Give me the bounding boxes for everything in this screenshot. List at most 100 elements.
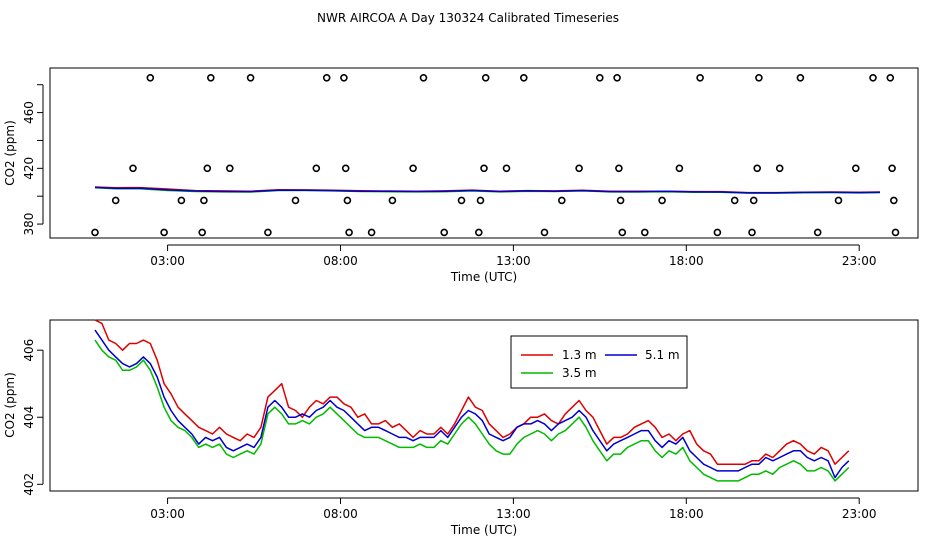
flask-sample-marker (177, 196, 186, 205)
flask-sample-marker (540, 228, 549, 237)
top-x-axis-label: Time (UTC) (450, 270, 517, 284)
flask-sample-marker (775, 164, 784, 173)
top-y-axis-label: CO2 (ppm) (3, 120, 17, 186)
legend: 1.3 m 5.1 m 3.5 m (510, 335, 688, 389)
top-y-tick-label: 420 (22, 157, 36, 180)
legend-label-3-5m: 3.5 m (562, 366, 597, 380)
top-panel: 03:00 08:00 13:00 18:00 23:00 380 420 460 Time… (3, 67, 919, 284)
flask-sample-marker (713, 228, 722, 237)
bottom-x-tick-label: 13:00 (496, 507, 531, 521)
top-x-tick-label: 18:00 (669, 254, 704, 268)
bottom-panel: 03:00 08:00 13:00 18:00 23:00 402 404 406 Time… (3, 319, 919, 537)
top-marker-group (91, 74, 900, 237)
bottom-x-tick-label: 18:00 (669, 507, 704, 521)
bottom-x-axis-label: Time (UTC) (450, 523, 517, 537)
bottom-y-tick-label: 404 (22, 406, 36, 429)
top-x-tick-label: 03:00 (150, 254, 185, 268)
flask-sample-marker (207, 74, 215, 82)
flask-sample-marker (696, 74, 704, 82)
top-y-axis: 380 420 460 (22, 84, 44, 236)
top-x-axis: 03:00 08:00 13:00 18:00 23:00 (150, 244, 877, 268)
bottom-x-tick-label: 23:00 (842, 507, 877, 521)
flask-sample-marker (264, 228, 272, 237)
top-series-group (94, 186, 881, 194)
flask-sample-marker (476, 196, 485, 205)
flask-sample-marker (146, 74, 155, 82)
flask-sample-marker (796, 74, 805, 82)
top-series-line-5-1-m (94, 186, 881, 194)
flask-sample-marker (388, 196, 397, 205)
top-x-tick-label: 13:00 (496, 254, 531, 268)
flask-sample-marker (888, 164, 896, 173)
flask-sample-marker (557, 196, 566, 205)
flask-sample-marker (886, 74, 895, 82)
flask-sample-marker (203, 164, 212, 173)
bottom-x-tick-label: 08:00 (323, 507, 358, 521)
flask-sample-marker (419, 74, 428, 82)
flask-sample-marker (481, 74, 490, 82)
bottom-series-line-5-1-m (94, 329, 850, 479)
flask-sample-marker (851, 164, 860, 173)
top-y-tick-label: 380 (22, 213, 36, 236)
flask-sample-marker (322, 74, 331, 82)
flask-sample-marker (160, 228, 168, 237)
flask-sample-marker (753, 164, 762, 173)
flask-sample-marker (658, 196, 666, 205)
flask-sample-marker (226, 164, 234, 173)
flask-sample-marker (246, 74, 255, 82)
bottom-series-line-3-5-m (94, 339, 850, 482)
flask-sample-marker (200, 196, 208, 205)
flask-sample-marker (343, 196, 352, 205)
flask-sample-marker (613, 74, 621, 82)
flask-sample-marker (129, 164, 137, 173)
flask-sample-marker (291, 196, 300, 205)
flask-sample-marker (340, 74, 348, 82)
flask-sample-marker (111, 196, 120, 205)
bottom-y-tick-label: 406 (22, 339, 36, 362)
legend-label-1-3m: 1.3 m (562, 348, 597, 362)
flask-sample-marker (440, 228, 449, 237)
bottom-x-tick-label: 03:00 (150, 507, 185, 521)
legend-box (510, 335, 688, 389)
flask-sample-marker (889, 196, 898, 205)
chart-title: NWR AIRCOA A Day 130324 Calibrated Times… (317, 11, 619, 25)
flask-sample-marker (519, 74, 528, 82)
bottom-y-axis: 402 404 406 (22, 339, 44, 496)
bottom-x-axis: 03:00 08:00 13:00 18:00 23:00 (150, 497, 877, 521)
flask-sample-marker (813, 228, 822, 237)
top-x-tick-label: 23:00 (842, 254, 877, 268)
flask-sample-marker (891, 228, 900, 237)
flask-sample-marker (480, 164, 488, 173)
flask-sample-marker (618, 228, 627, 237)
flask-sample-marker (457, 196, 466, 205)
flask-sample-marker (675, 164, 684, 173)
flask-sample-marker (502, 164, 511, 173)
flask-sample-marker (474, 228, 483, 237)
flask-sample-marker (615, 164, 623, 173)
flask-sample-marker (198, 228, 206, 237)
top-y-tick-label: 460 (22, 101, 36, 124)
top-plot-area (49, 67, 919, 239)
flask-sample-marker (730, 196, 739, 205)
flask-sample-marker (367, 228, 376, 237)
top-x-tick-label: 08:00 (323, 254, 358, 268)
bottom-y-axis-label: CO2 (ppm) (3, 372, 17, 438)
bottom-series-line-1-3-m (94, 319, 850, 465)
flask-sample-marker (312, 164, 321, 173)
legend-label-5-1m: 5.1 m (645, 348, 680, 362)
flask-sample-marker (748, 228, 756, 237)
flask-sample-marker (869, 74, 877, 82)
flask-sample-marker (595, 74, 604, 82)
flask-sample-marker (341, 164, 350, 173)
flask-sample-marker (749, 196, 758, 205)
flask-sample-marker (575, 164, 583, 173)
flask-sample-marker (409, 164, 417, 173)
flask-sample-marker (755, 74, 763, 82)
flask-sample-marker (91, 228, 99, 237)
flask-sample-marker (640, 228, 649, 237)
flask-sample-marker (834, 196, 843, 205)
flask-sample-marker (616, 196, 625, 205)
flask-sample-marker (345, 228, 353, 237)
bottom-series-group (94, 319, 850, 482)
